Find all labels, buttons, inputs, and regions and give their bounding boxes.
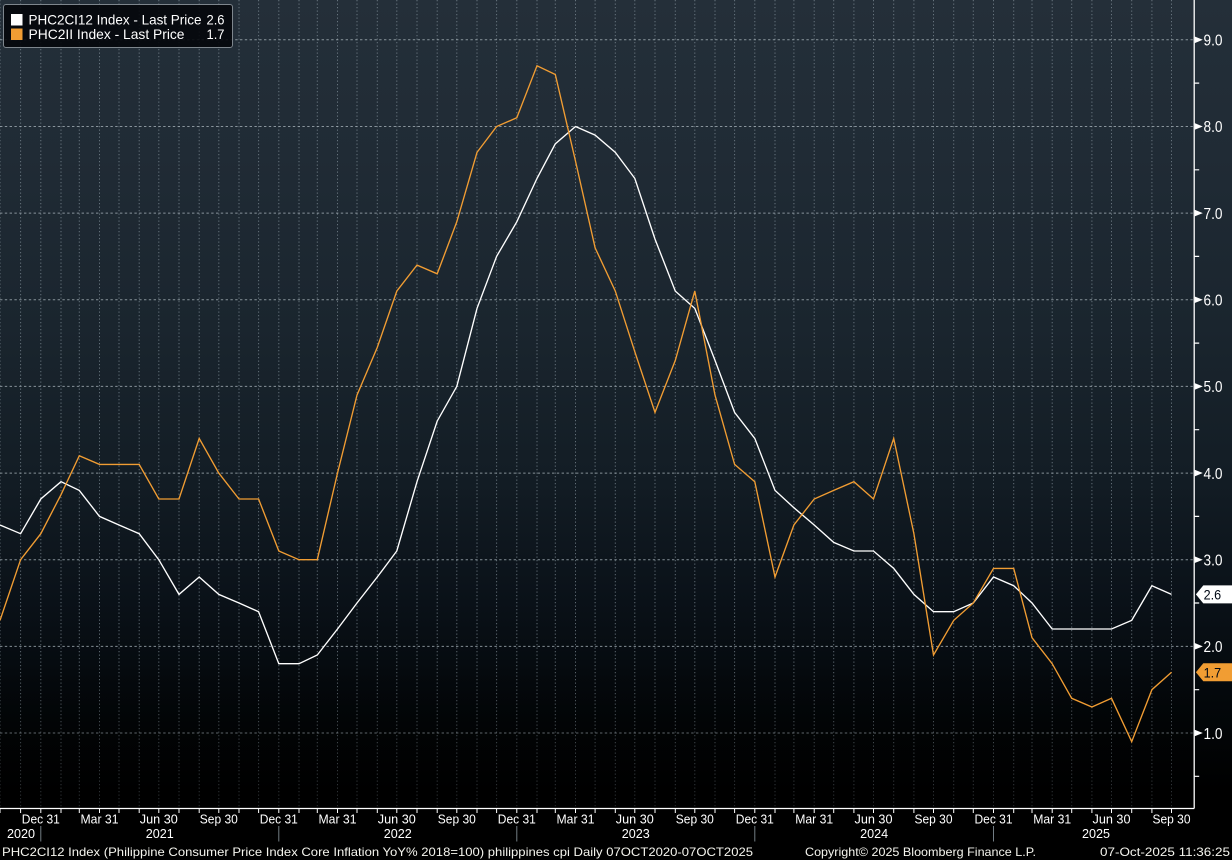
svg-text:Dec 31: Dec 31 xyxy=(736,812,774,827)
svg-text:Jun 30: Jun 30 xyxy=(855,812,893,827)
svg-text:2.6: 2.6 xyxy=(1204,587,1222,603)
svg-text:Dec 31: Dec 31 xyxy=(260,812,298,827)
svg-text:9.0: 9.0 xyxy=(1204,33,1223,50)
svg-text:1.0: 1.0 xyxy=(1204,726,1223,743)
svg-text:1.7: 1.7 xyxy=(207,26,225,42)
svg-text:Jun 30: Jun 30 xyxy=(1093,812,1131,827)
svg-text:4.0: 4.0 xyxy=(1204,466,1223,483)
svg-text:Mar 31: Mar 31 xyxy=(1033,812,1071,827)
svg-text:Dec 31: Dec 31 xyxy=(22,812,60,827)
svg-text:07-Oct-2025 11:36:25: 07-Oct-2025 11:36:25 xyxy=(1100,845,1230,859)
svg-text:Jun 30: Jun 30 xyxy=(616,812,654,827)
svg-text:6.0: 6.0 xyxy=(1204,293,1223,310)
svg-text:2020: 2020 xyxy=(7,826,35,841)
svg-text:Jun 30: Jun 30 xyxy=(378,812,416,827)
svg-text:PHC2CI12 Index - Last Price: PHC2CI12 Index - Last Price xyxy=(29,12,202,28)
svg-text:1.7: 1.7 xyxy=(1204,664,1222,680)
svg-text:2022: 2022 xyxy=(384,826,412,841)
svg-text:Sep 30: Sep 30 xyxy=(1153,812,1191,827)
svg-text:Mar 31: Mar 31 xyxy=(319,812,357,827)
svg-text:2.0: 2.0 xyxy=(1204,639,1223,656)
svg-text:Copyright© 2025 Bloomberg Fina: Copyright© 2025 Bloomberg Finance L.P. xyxy=(805,845,1036,859)
svg-text:2025: 2025 xyxy=(1082,826,1110,841)
svg-text:PHC2II Index - Last Price: PHC2II Index - Last Price xyxy=(29,26,185,42)
svg-text:2023: 2023 xyxy=(622,826,650,841)
svg-text:Dec 31: Dec 31 xyxy=(498,812,536,827)
svg-text:Sep 30: Sep 30 xyxy=(915,812,953,827)
svg-text:2024: 2024 xyxy=(860,826,888,841)
svg-text:3.0: 3.0 xyxy=(1204,553,1223,570)
svg-text:5.0: 5.0 xyxy=(1204,379,1223,396)
svg-text:Mar 31: Mar 31 xyxy=(557,812,595,827)
svg-text:7.0: 7.0 xyxy=(1204,206,1223,223)
svg-text:2.6: 2.6 xyxy=(207,12,225,28)
svg-text:Sep 30: Sep 30 xyxy=(200,812,238,827)
svg-text:8.0: 8.0 xyxy=(1204,119,1223,136)
svg-text:Jun 30: Jun 30 xyxy=(140,812,178,827)
svg-text:Sep 30: Sep 30 xyxy=(676,812,714,827)
svg-text:Dec 31: Dec 31 xyxy=(975,812,1013,827)
svg-text:Mar 31: Mar 31 xyxy=(795,812,833,827)
svg-text:2021: 2021 xyxy=(146,826,174,841)
svg-text:Mar 31: Mar 31 xyxy=(81,812,119,827)
svg-text:Sep 30: Sep 30 xyxy=(438,812,476,827)
svg-text:PHC2CI12 Index (Philippine Con: PHC2CI12 Index (Philippine Consumer Pric… xyxy=(2,845,753,859)
